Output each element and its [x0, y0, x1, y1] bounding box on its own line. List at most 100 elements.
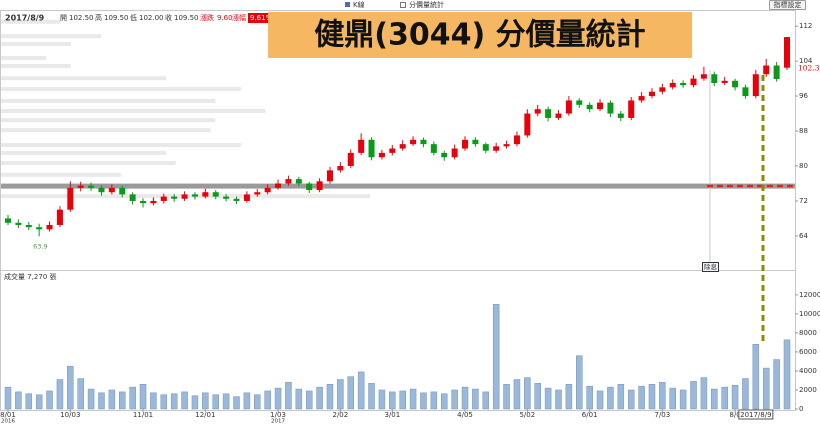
x-tick-label: 8/0 [729, 411, 740, 419]
volume-bar [170, 393, 178, 410]
volume-y-tick-label: 6000 [799, 348, 817, 356]
candle-body [680, 82, 687, 86]
volume-bar [274, 387, 282, 410]
candle-body [46, 224, 53, 230]
volume-bar [513, 379, 521, 410]
candle-body [617, 113, 624, 118]
price-volume-bar [1, 128, 211, 133]
candle-body [565, 100, 572, 114]
candle-body [378, 152, 385, 158]
volume-y-tick-label: 12000 [799, 291, 820, 299]
x-tick-label: 12/01 [195, 411, 215, 419]
settings-button[interactable] [769, 0, 806, 10]
x-tick-label: 1/03 [270, 411, 286, 419]
volume-bar [482, 391, 490, 410]
price-volume-bar [1, 56, 47, 61]
candle-body [524, 113, 531, 136]
candle-body [171, 196, 178, 199]
volume-y-tick-label: 0 [799, 405, 803, 413]
candle-body [108, 187, 115, 193]
volume-bar [503, 384, 510, 410]
event-box [702, 262, 719, 272]
volume-bar [617, 384, 625, 410]
volume-bar [430, 391, 438, 410]
candle-body [358, 139, 365, 153]
volume-bar [46, 390, 53, 410]
volume-bar [357, 371, 365, 410]
candle-body [638, 96, 645, 101]
candle-body [25, 224, 32, 228]
candle-body [462, 139, 469, 149]
candle-body [233, 198, 240, 201]
candle-body [628, 100, 635, 118]
price-volume-bar [1, 98, 216, 103]
quote-pct-name: 漲幅 [232, 13, 246, 22]
candle-body [410, 139, 417, 145]
candle-body [150, 200, 157, 204]
x-tick-label: 8/01 [0, 411, 16, 419]
x-tick-label: 5/02 [519, 411, 535, 419]
candle-body [648, 91, 655, 97]
candle-body [669, 82, 676, 88]
volume-bar [285, 382, 292, 410]
title-box [268, 12, 692, 58]
candle-body [264, 187, 271, 193]
candle-body [576, 100, 583, 105]
y-tick-label: 112 [799, 22, 812, 30]
volume-bar [378, 389, 386, 410]
volume-bar [721, 386, 728, 410]
volume-y-tick-label: 2000 [799, 386, 817, 394]
low-label: 63.9 [33, 242, 47, 250]
candle-body [493, 146, 500, 151]
price-volume-bar [1, 87, 241, 92]
quote-change-name: 漲跌 [200, 13, 214, 22]
quote-pct-value: 9.61% [250, 14, 273, 22]
volume-bar [15, 391, 22, 410]
volume-title: 成交量 7,270 張 [4, 272, 57, 281]
quote-field-name: 收 [165, 13, 172, 22]
quote-field-value: 109.50 [104, 14, 129, 22]
candle-body [545, 109, 552, 118]
volume-bar [420, 392, 427, 410]
price-volume-bar [1, 34, 102, 39]
quote-field-value: 109.50 [174, 14, 199, 22]
volume-bar [461, 386, 469, 410]
candle-body [451, 148, 458, 158]
candle-body [503, 144, 510, 147]
volume-bar [150, 392, 157, 410]
price-volume-bar [1, 143, 241, 148]
candle-body [752, 74, 759, 97]
volume-bar [700, 377, 708, 410]
volume-bar [596, 390, 604, 410]
x-tick-label: 10/03 [60, 411, 80, 419]
candle-body [77, 185, 84, 188]
x-tick-label: 3/01 [384, 411, 400, 419]
volume-bar [576, 355, 583, 410]
candle-body [534, 109, 541, 114]
quote-field-name: 開 [60, 14, 67, 22]
volume-bar [119, 391, 126, 410]
volume-bar [108, 389, 116, 410]
candle-body [36, 227, 43, 230]
volume-bar [202, 392, 209, 410]
volume-bar [524, 377, 531, 410]
chart-title: 健鼎(3044) 分價量統計 [314, 18, 645, 53]
volume-bar [565, 384, 573, 410]
settings-button-label: 指標設定 [774, 0, 802, 9]
legend-checkbox[interactable] [400, 2, 406, 8]
candle-body [15, 222, 22, 225]
candle-body [223, 196, 230, 199]
volume-bar [25, 393, 33, 410]
candle-body [254, 192, 261, 195]
volume-bar [160, 394, 168, 410]
candle-body [67, 187, 74, 210]
volume-y-tick-label: 4000 [799, 367, 817, 375]
candle-body [711, 74, 718, 83]
candle-body [119, 187, 126, 195]
price-volume-bar [1, 172, 121, 177]
legend-label: 分價量統計 [409, 0, 444, 9]
volume-bar [752, 344, 760, 410]
volume-bar [534, 383, 541, 410]
x-year-label: 2017 [271, 419, 285, 424]
price-volume-bar [1, 42, 71, 47]
